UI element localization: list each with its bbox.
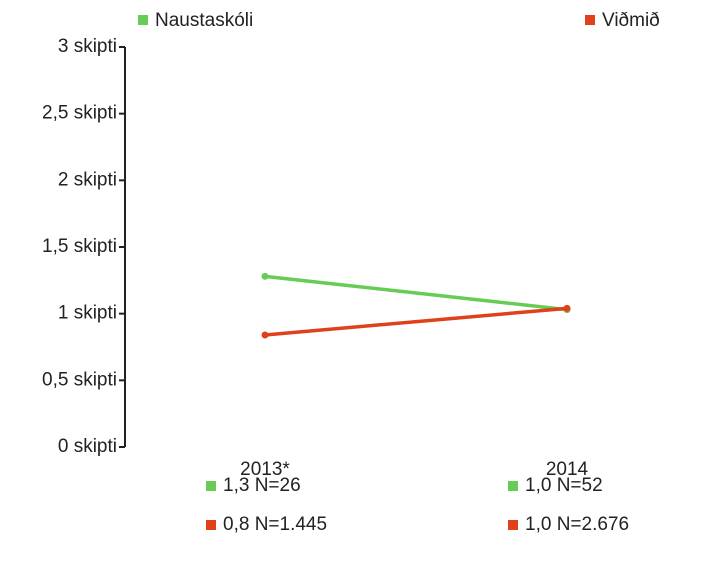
legend-label: Naustaskóli (155, 10, 253, 31)
point (563, 304, 571, 312)
y-tick-label: 2,5 skipti (42, 103, 117, 124)
series-line (264, 274, 568, 312)
y-tick-label: 3 skipti (58, 36, 117, 57)
value-label-swatch (508, 481, 518, 491)
value-label-swatch (206, 520, 216, 530)
series-line (264, 306, 568, 337)
y-tick-label: 1 skipti (58, 303, 117, 324)
value-label-swatch (206, 481, 216, 491)
y-tick-label: 1,5 skipti (42, 236, 117, 257)
y-tick-label: 2 skipti (58, 169, 117, 190)
value-label: 1,3 N=26 (223, 475, 301, 496)
x-tick-label: 2013* (240, 459, 290, 480)
value-label-swatch (508, 520, 518, 530)
y-tick-label: 0,5 skipti (42, 369, 117, 390)
value-label: 0,8 N=1.445 (223, 514, 327, 535)
y-tick-label: 0 skipti (58, 436, 117, 457)
legend-swatch (585, 15, 595, 25)
value-label: 1,0 N=52 (525, 475, 603, 496)
value-label: 1,0 N=2.676 (525, 514, 629, 535)
legend-label: Viðmið (602, 10, 660, 31)
legend-swatch (138, 15, 148, 25)
x-tick-label: 2014 (546, 459, 589, 480)
point (261, 272, 269, 280)
point (261, 331, 269, 339)
